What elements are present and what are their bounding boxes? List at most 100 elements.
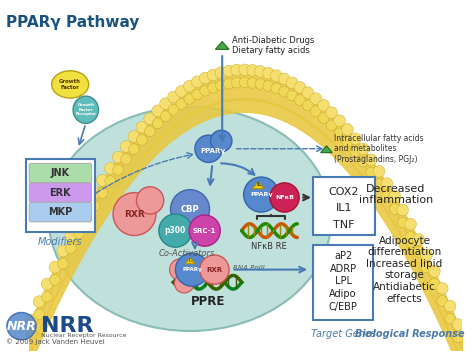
Circle shape [326, 107, 337, 119]
Circle shape [271, 83, 282, 94]
Circle shape [105, 176, 116, 186]
Text: Decreased
inflammation: Decreased inflammation [358, 184, 433, 205]
Circle shape [160, 98, 172, 109]
Circle shape [421, 262, 432, 273]
Text: COX2: COX2 [329, 187, 359, 197]
Circle shape [373, 165, 385, 177]
Circle shape [223, 65, 235, 77]
FancyBboxPatch shape [27, 159, 94, 231]
Circle shape [397, 217, 408, 228]
Circle shape [26, 327, 36, 338]
Circle shape [160, 111, 171, 122]
Circle shape [49, 261, 61, 273]
Text: JNK: JNK [51, 168, 70, 178]
Circle shape [33, 296, 45, 307]
Circle shape [81, 201, 92, 212]
Circle shape [120, 141, 132, 152]
Text: Anti-Diabetic Drugs
Dietary fatty acids: Anti-Diabetic Drugs Dietary fatty acids [232, 36, 314, 55]
Circle shape [302, 100, 313, 111]
Circle shape [444, 300, 456, 312]
Circle shape [239, 77, 250, 88]
Circle shape [239, 64, 250, 76]
Circle shape [137, 135, 147, 145]
Text: IL1: IL1 [336, 203, 352, 213]
Circle shape [255, 79, 266, 89]
Circle shape [270, 70, 282, 82]
Circle shape [128, 131, 140, 142]
Circle shape [453, 332, 464, 343]
Circle shape [231, 64, 243, 76]
Circle shape [382, 191, 392, 202]
Text: Adipocyte
differentiation
Increased lipid
storage
Antidiabetic
effects: Adipocyte differentiation Increased lipi… [366, 236, 443, 304]
Circle shape [326, 120, 337, 131]
Circle shape [57, 258, 68, 269]
Text: Co-Activators: Co-Activators [159, 248, 215, 257]
Circle shape [334, 128, 345, 139]
Circle shape [437, 296, 447, 306]
Text: L: L [189, 258, 191, 263]
FancyBboxPatch shape [29, 202, 91, 222]
Text: LPL: LPL [335, 276, 352, 286]
Polygon shape [185, 258, 195, 264]
Text: MKP: MKP [48, 207, 73, 217]
FancyBboxPatch shape [29, 183, 91, 202]
Ellipse shape [52, 71, 89, 98]
Circle shape [97, 175, 108, 186]
Circle shape [89, 187, 100, 199]
Circle shape [374, 179, 384, 189]
Circle shape [176, 99, 187, 109]
Circle shape [381, 178, 393, 189]
Circle shape [73, 228, 84, 239]
Circle shape [437, 283, 448, 294]
Circle shape [128, 144, 139, 154]
Circle shape [295, 95, 305, 105]
Circle shape [175, 86, 187, 97]
Circle shape [200, 255, 229, 284]
Circle shape [50, 274, 60, 285]
Circle shape [174, 273, 194, 293]
Text: Growth
Factor: Growth Factor [59, 79, 81, 90]
FancyBboxPatch shape [313, 177, 375, 235]
Circle shape [144, 113, 155, 125]
Ellipse shape [49, 107, 331, 331]
Circle shape [287, 90, 297, 101]
FancyBboxPatch shape [29, 163, 91, 183]
Circle shape [145, 126, 155, 137]
Circle shape [89, 201, 100, 211]
Circle shape [294, 82, 306, 93]
Text: NFκB RE: NFκB RE [251, 242, 287, 251]
Circle shape [349, 133, 361, 145]
Circle shape [390, 204, 400, 214]
Circle shape [263, 81, 273, 91]
Circle shape [223, 78, 234, 89]
Circle shape [318, 99, 329, 111]
Circle shape [365, 154, 377, 166]
Text: Biological Response: Biological Response [355, 329, 464, 339]
Text: CBP: CBP [181, 205, 200, 214]
Circle shape [429, 279, 440, 289]
Circle shape [358, 156, 369, 167]
Circle shape [34, 309, 45, 320]
Circle shape [97, 188, 108, 198]
Text: NRR: NRR [41, 316, 93, 336]
Circle shape [152, 118, 163, 129]
Circle shape [25, 314, 37, 326]
Polygon shape [215, 42, 229, 49]
Text: PPARγ: PPARγ [182, 267, 202, 272]
Circle shape [170, 259, 191, 280]
Circle shape [215, 67, 227, 78]
Circle shape [152, 105, 164, 116]
Text: p300: p300 [165, 226, 186, 235]
Circle shape [184, 93, 195, 104]
Text: Target Genes: Target Genes [310, 329, 375, 339]
Text: ADRP: ADRP [329, 264, 356, 274]
Circle shape [199, 72, 211, 84]
Circle shape [278, 73, 290, 85]
Circle shape [159, 214, 192, 247]
Circle shape [310, 93, 322, 104]
Text: C/EBP: C/EBP [328, 302, 357, 312]
Circle shape [420, 249, 432, 261]
Circle shape [231, 77, 242, 88]
Text: Growth
Factor
Receptor: Growth Factor Receptor [75, 103, 96, 116]
Circle shape [81, 214, 92, 225]
